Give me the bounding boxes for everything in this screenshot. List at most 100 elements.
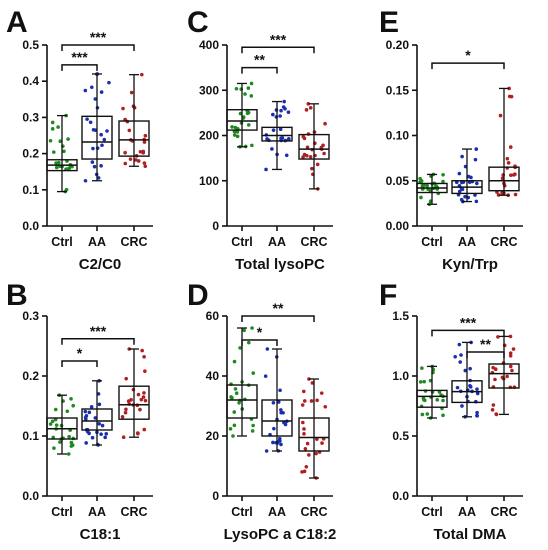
data-point xyxy=(246,340,251,345)
data-point xyxy=(251,371,256,375)
box-ctrl xyxy=(416,389,448,408)
y-tick-label: 60 xyxy=(206,309,220,323)
data-point xyxy=(48,422,53,426)
data-point xyxy=(251,423,255,428)
data-point xyxy=(278,388,282,393)
data-point xyxy=(441,398,445,403)
y-tick-label: 400 xyxy=(199,38,219,52)
data-point xyxy=(279,108,283,113)
data-point xyxy=(54,423,59,427)
data-point xyxy=(87,410,92,415)
data-point xyxy=(143,369,147,373)
data-point xyxy=(85,117,89,121)
x-tick-label: CRC xyxy=(490,235,517,249)
significance-label: *** xyxy=(71,49,88,65)
significance-bracket xyxy=(241,46,315,54)
data-point xyxy=(282,99,286,104)
y-tick-label: 0.0 xyxy=(22,219,39,233)
x-tick-label: Ctrl xyxy=(51,235,73,249)
significance-bracket xyxy=(241,339,278,346)
x-tick-label: Ctrl xyxy=(421,505,443,519)
data-point xyxy=(242,328,246,333)
data-point xyxy=(505,374,509,379)
data-point xyxy=(238,346,242,350)
data-point xyxy=(249,94,254,98)
data-point xyxy=(102,137,107,142)
data-point xyxy=(314,451,318,456)
box-crc xyxy=(118,120,150,157)
panel-letter: D xyxy=(187,279,209,312)
data-point xyxy=(278,127,283,132)
data-point xyxy=(142,391,146,395)
data-point xyxy=(510,368,514,373)
data-point xyxy=(475,414,480,418)
data-point xyxy=(281,410,285,415)
data-point xyxy=(48,138,53,143)
data-point xyxy=(270,147,274,151)
data-point xyxy=(420,412,425,417)
data-point xyxy=(463,194,467,199)
panel-letter: A xyxy=(6,6,28,39)
data-point xyxy=(422,379,426,384)
panel-F: F 0.0 0.5 1.0 1.5 Ctrl AA CRC ***** Total DMA xyxy=(379,279,523,543)
data-point xyxy=(435,398,440,402)
data-point xyxy=(136,392,141,397)
data-point xyxy=(58,139,63,144)
data-point xyxy=(420,366,424,370)
data-point xyxy=(301,155,305,159)
significance-label: ** xyxy=(273,300,284,316)
data-point xyxy=(127,128,132,133)
data-point xyxy=(304,108,309,112)
data-point xyxy=(271,440,275,445)
significance-bracket xyxy=(61,64,98,71)
data-point xyxy=(276,400,281,404)
data-point xyxy=(234,391,239,396)
box-aa xyxy=(81,408,113,431)
data-point xyxy=(441,172,445,177)
data-point xyxy=(460,154,464,159)
y-tick-label: 1.5 xyxy=(392,309,409,323)
x-tick-label: CRC xyxy=(490,505,517,519)
data-point xyxy=(142,161,147,165)
data-point xyxy=(302,427,306,431)
y-tick-label: 0 xyxy=(212,489,219,503)
data-point xyxy=(418,380,423,384)
data-point xyxy=(123,150,127,155)
data-point xyxy=(90,160,95,164)
y-tick-label: 0.0 xyxy=(392,489,409,503)
data-point xyxy=(136,159,141,163)
data-point xyxy=(286,110,291,115)
data-point xyxy=(491,365,495,370)
panel-title: Total DMA xyxy=(433,526,506,543)
data-point xyxy=(246,86,251,90)
data-point xyxy=(69,397,73,401)
x-tick-label: AA xyxy=(458,505,476,519)
y-tick-label: 300 xyxy=(199,83,219,97)
x-tick-label: AA xyxy=(88,235,106,249)
data-point xyxy=(230,125,234,129)
data-point xyxy=(90,435,95,440)
data-point xyxy=(281,105,286,109)
x-tick-label: CRC xyxy=(120,235,147,249)
data-point xyxy=(493,377,497,382)
panel-letter: F xyxy=(379,279,397,312)
data-point xyxy=(494,412,499,416)
y-tick-label: 40 xyxy=(206,369,220,383)
significance-label: *** xyxy=(460,314,477,330)
panel-letter: B xyxy=(6,279,28,312)
data-point xyxy=(56,160,61,165)
data-point xyxy=(96,392,101,396)
y-tick-label: 0.00 xyxy=(386,219,410,233)
data-point xyxy=(232,423,237,428)
data-point xyxy=(265,137,269,141)
data-point xyxy=(455,385,460,390)
significance-bracket xyxy=(431,62,505,70)
data-point xyxy=(420,184,425,188)
data-point xyxy=(271,400,276,405)
data-point xyxy=(243,92,247,96)
data-point xyxy=(91,146,95,151)
data-point xyxy=(100,423,105,428)
